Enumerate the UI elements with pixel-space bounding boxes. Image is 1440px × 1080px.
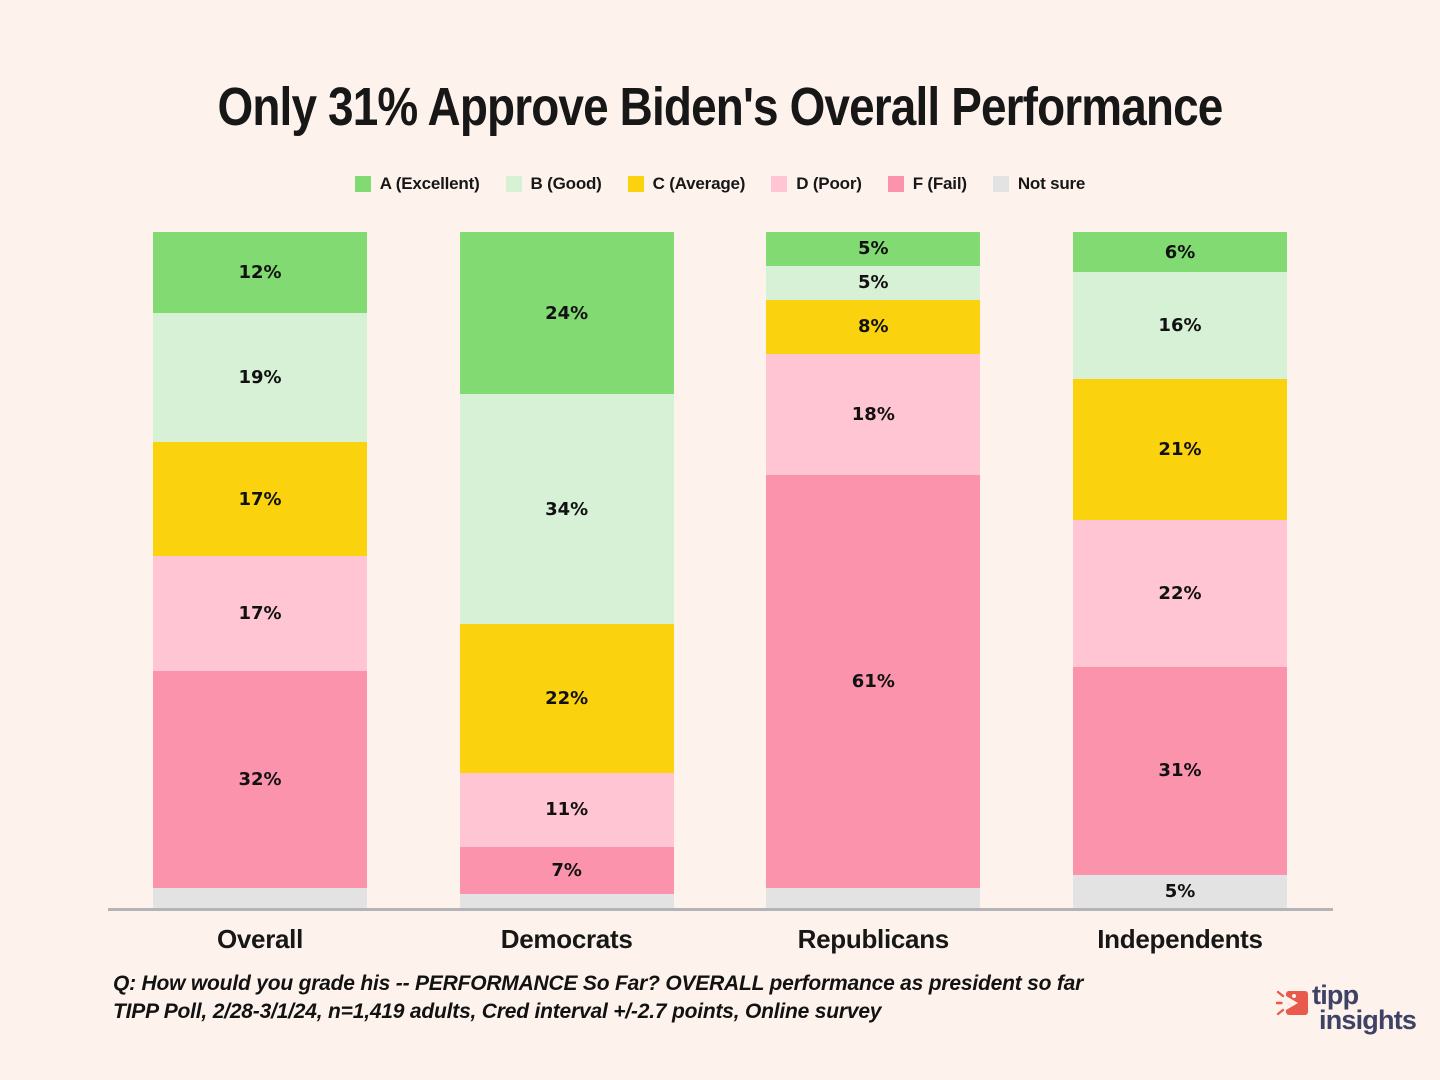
legend-label: D (Poor) [796,174,862,193]
segment-value-label: 16% [1158,315,1202,337]
category-label-democrats: Democrats [500,924,633,954]
legend-swatch [771,176,788,192]
legend-item-1: A (Excellent) [354,174,480,194]
segment: 11% [459,772,674,848]
segment: 17% [153,556,367,672]
segment-value-label: 5% [858,238,889,260]
legend-swatch [505,176,522,192]
segment-value-label: 21% [1158,439,1202,460]
segment: 12% [153,232,367,314]
category-label-overall: Overall [216,924,304,954]
segment: 16% [1072,272,1287,380]
tipp-logo-icon [1276,990,1308,1016]
segment-value-label: 5% [858,272,889,294]
legend-item-4: D (Poor) [771,174,862,194]
logo-word-insights: insights [1319,1005,1417,1035]
legend-item-6: Not sure [992,174,1086,194]
legend-swatch [992,176,1009,192]
chart-title: Only 31% Approve Biden's Overall Perform… [217,77,1224,137]
legend-swatch [887,176,904,192]
category-label-independents: Independents [1097,924,1263,954]
legend-label: C (Average) [652,174,746,193]
legend-label: B (Good) [530,174,602,193]
x-axis-line [108,908,1333,911]
legend-label: Not sure [1017,174,1086,193]
legend: A (Excellent) B (Good) C (Average) D (Poor)… [0,174,1440,194]
segment-value-label: 17% [238,603,282,625]
logo-word-tipp: tipp [1312,980,1359,1010]
segment-value-label: 61% [851,671,895,693]
segment-value-label: 11% [545,799,589,821]
tipp-insights-logo: tipp insights [1276,980,1417,1035]
footnote: Q: How would you grade his -- PERFORMANC… [113,970,1083,1026]
segment: 17% [153,441,367,557]
segment: 34% [459,394,674,625]
footnote-question: Q: How would you grade his -- PERFORMANC… [113,972,1084,995]
segment: 19% [153,313,367,442]
segment-value-label: 12% [238,262,282,284]
segment: 21% [1072,379,1287,520]
bar-independents: 6% 16% 21% 22% 31% 5% [1072,232,1287,908]
segment: 7% [459,847,674,895]
segment [766,887,981,908]
segment: 61% [766,475,981,888]
segment: 6% [1072,232,1287,273]
segment-value-label: 18% [851,404,895,425]
legend-label: A (Excellent) [379,174,480,193]
segment-value-label: 19% [238,366,282,388]
segment-value-label: 24% [545,302,589,324]
segment-value-label: 17% [238,488,282,510]
segment: 32% [153,671,367,888]
segment: 22% [459,624,674,773]
segment-value-label: 31% [1158,760,1202,782]
segment-value-label: 34% [545,498,589,520]
segment-value-label: 6% [1164,241,1196,263]
segment [459,894,674,908]
legend-swatch [354,176,371,192]
segment-value-label: 32% [238,769,282,791]
bar-democrats: 24% 34% 22% 11% 7% [459,232,674,908]
segment: 8% [766,299,981,354]
legend-swatch [627,176,644,192]
footnote-source: TIPP Poll, 2/28-3/1/24, n=1,419 adults, … [113,1000,882,1023]
bar-overall: 12% 19% 17% 17% 32% [153,232,367,908]
segment-value-label: 5% [1164,880,1196,902]
legend-label: F (Fail) [912,174,967,193]
logo-text: tipp insights [1312,980,1417,1035]
legend-item-3: C (Average) [627,174,746,194]
legend-item-5: F (Fail) [887,174,967,194]
segment-value-label: 22% [545,687,589,709]
segment [153,887,367,908]
segment: 22% [1072,519,1287,668]
bar-republicans: 5% 5% 8% 18% 61% [766,232,981,908]
segment: 5% [1072,874,1287,908]
legend-item-2: B (Good) [505,174,602,194]
segment: 31% [1072,667,1287,875]
segment-value-label: 22% [1158,582,1202,604]
category-labels-row: Overall Democrats Republicans Independents [153,924,1287,955]
segment: 18% [766,353,981,476]
stacked-bars-area: 12% 19% 17% 17% 32% 24% 34% 22% 11% 7% 5% 5% 8% 18% 61… [153,232,1287,908]
segment: 24% [459,232,674,395]
segment-value-label: 8% [858,316,889,338]
category-label-republicans: Republicans [797,924,950,954]
segment-value-label: 7% [551,860,582,882]
segment: 5% [766,232,981,266]
segment: 5% [766,265,981,300]
